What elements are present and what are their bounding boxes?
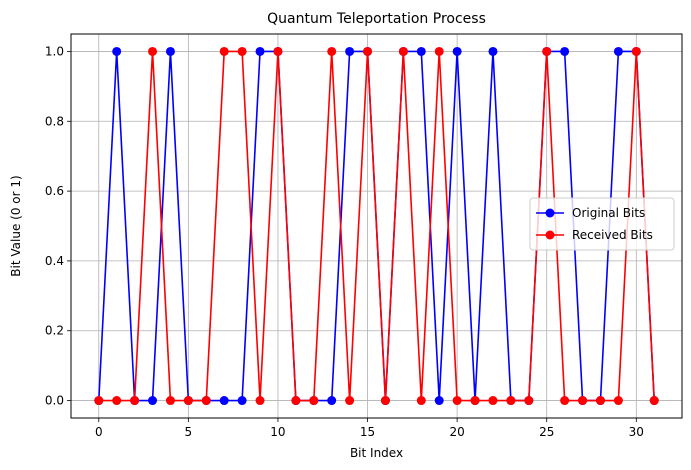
data-point xyxy=(380,396,390,406)
data-point xyxy=(255,396,265,406)
data-point xyxy=(416,396,426,406)
y-axis-ticks: 0.0 0.2 0.4 0.6 0.8 1.0 xyxy=(45,44,71,408)
series-received-bits xyxy=(94,46,659,406)
legend-box xyxy=(529,197,675,251)
chart-title: Quantum Teleportation Process xyxy=(267,11,486,27)
data-point xyxy=(327,46,337,56)
data-point xyxy=(327,396,337,406)
data-point xyxy=(363,46,373,56)
x-tick-label: 20 xyxy=(449,425,464,439)
data-point xyxy=(470,396,480,406)
y-axis-label: Bit Value (0 or 1) xyxy=(9,175,23,276)
data-point xyxy=(649,396,659,406)
data-point xyxy=(613,396,623,406)
data-point xyxy=(560,46,570,56)
x-tick-label: 15 xyxy=(360,425,375,439)
x-axis-ticks: 0 5 10 15 20 25 30 xyxy=(95,418,644,439)
y-tick-label: 0.2 xyxy=(45,324,64,338)
data-point xyxy=(309,396,319,406)
data-point xyxy=(201,396,211,406)
data-point xyxy=(273,46,283,56)
y-tick-label: 0.0 xyxy=(45,394,64,408)
x-tick-label: 25 xyxy=(539,425,554,439)
data-point xyxy=(578,396,588,406)
data-point xyxy=(452,46,462,56)
data-point xyxy=(488,396,498,406)
data-point xyxy=(416,46,426,56)
data-point xyxy=(613,46,623,56)
data-point xyxy=(148,396,158,406)
x-axis-label: Bit Index xyxy=(350,446,403,460)
data-point xyxy=(631,46,641,56)
data-point xyxy=(219,396,229,406)
data-point xyxy=(255,46,265,56)
legend-label-received-bits: Received Bits xyxy=(572,228,653,242)
y-tick-label: 0.8 xyxy=(45,114,64,128)
data-point xyxy=(345,396,355,406)
legend-label-original-bits: Original Bits xyxy=(572,206,645,220)
data-point xyxy=(560,396,570,406)
x-tick-label: 5 xyxy=(185,425,193,439)
data-point xyxy=(542,46,552,56)
data-point xyxy=(524,396,534,406)
data-point xyxy=(94,396,104,406)
y-tick-label: 0.6 xyxy=(45,184,64,198)
data-point xyxy=(112,396,122,406)
data-point xyxy=(237,46,247,56)
data-point xyxy=(434,46,444,56)
legend-marker-original-bits xyxy=(545,208,555,218)
data-point xyxy=(488,46,498,56)
data-point xyxy=(434,396,444,406)
data-point xyxy=(165,396,175,406)
data-point xyxy=(130,396,140,406)
data-point xyxy=(219,46,229,56)
series-layer xyxy=(94,46,659,406)
data-point xyxy=(452,396,462,406)
data-point xyxy=(506,396,516,406)
legend: Original Bits Received Bits xyxy=(529,197,675,251)
data-point xyxy=(148,46,158,56)
data-point xyxy=(237,396,247,406)
data-point xyxy=(183,396,193,406)
data-point xyxy=(398,46,408,56)
data-point xyxy=(595,396,605,406)
legend-marker-received-bits xyxy=(545,230,555,240)
data-point xyxy=(345,46,355,56)
plot-frame xyxy=(70,33,683,419)
x-tick-label: 10 xyxy=(270,425,285,439)
x-tick-label: 30 xyxy=(629,425,644,439)
data-point xyxy=(291,396,301,406)
y-tick-label: 1.0 xyxy=(45,44,64,58)
y-tick-label: 0.4 xyxy=(45,254,64,268)
data-point xyxy=(165,46,175,56)
data-point xyxy=(112,46,122,56)
x-tick-label: 0 xyxy=(95,425,103,439)
